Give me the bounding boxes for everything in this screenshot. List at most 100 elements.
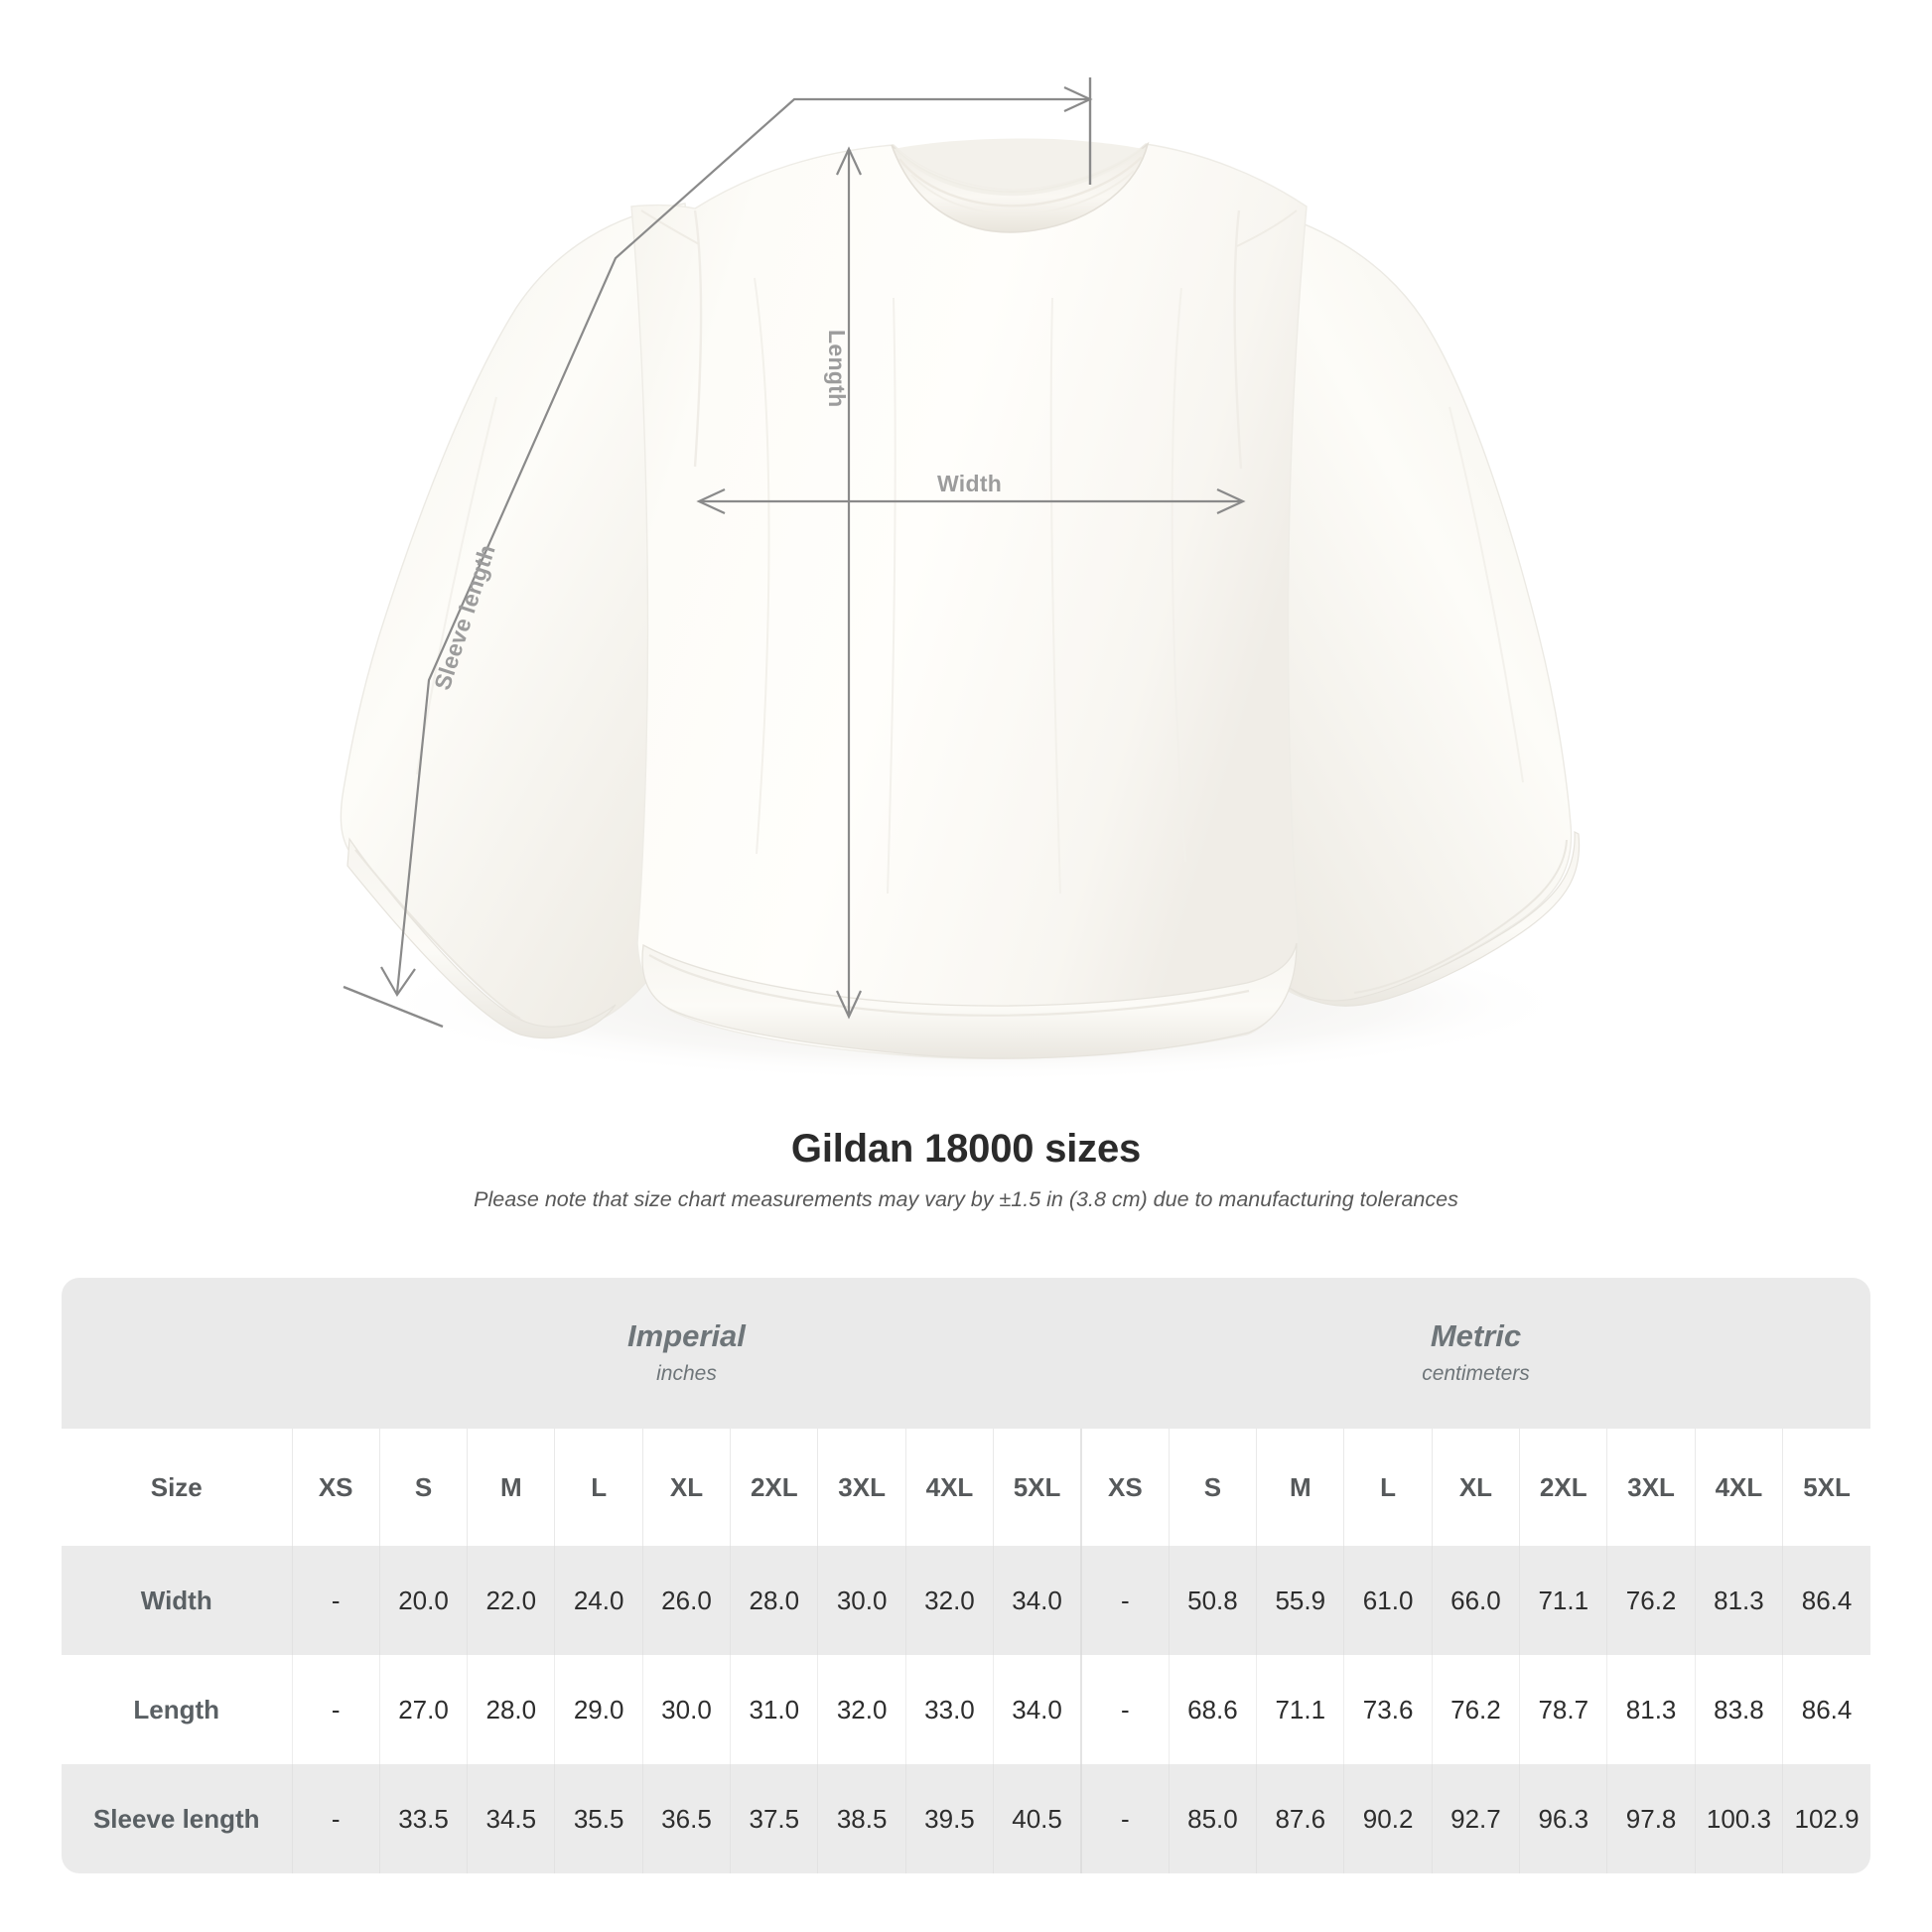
cell-sleeve-length-L-in: 35.5 (554, 1764, 643, 1873)
hem (641, 942, 1298, 1059)
cell-length-M-in: 28.0 (467, 1655, 555, 1764)
width-arrow-head-right (1216, 488, 1246, 514)
cell-length-4XL-cm: 83.8 (1694, 1655, 1783, 1764)
row-label-sleeve-length: Sleeve length (62, 1764, 292, 1873)
size-header-5xl-imperial: 5XL (993, 1429, 1081, 1546)
table-row: Width -20.0 22.0 24.0 26.0 28.0 30.0 32.0 34.0-5… (62, 1546, 1870, 1655)
cell-sleeve-length-3XL-cm: 97.8 (1606, 1764, 1696, 1873)
size-header-l-imperial: L (554, 1429, 643, 1546)
unit-metric-sub: centimeters (1422, 1362, 1530, 1386)
unit-header-row: Imperial inches Metric centimeters (62, 1278, 1870, 1429)
size-header-4xl-metric: 4XL (1694, 1429, 1783, 1546)
sleeve-measure-line (395, 97, 1088, 994)
cell-length-5XL-in: 34.0 (993, 1655, 1081, 1764)
row-label-width: Width (62, 1546, 292, 1655)
size-header-2xl-imperial: 2XL (730, 1429, 818, 1546)
cell-width-2XL-in: 28.0 (730, 1546, 818, 1655)
cell-length-S-cm: 68.6 (1168, 1655, 1257, 1764)
size-header-xs-metric: XS (1079, 1429, 1170, 1546)
cell-length-XS-cm: - (1079, 1655, 1170, 1764)
unit-imperial-name: Imperial (627, 1317, 746, 1353)
cell-sleeve-length-5XL-in: 40.5 (993, 1764, 1081, 1873)
cell-width-4XL-cm: 81.3 (1694, 1546, 1783, 1655)
unit-metric-cell: Metric centimeters (1080, 1278, 1870, 1429)
cell-sleeve-length-3XL-in: 38.5 (817, 1764, 906, 1873)
garment-body (630, 143, 1308, 1059)
cell-sleeve-length-S-in: 33.5 (378, 1764, 468, 1873)
cell-width-3XL-in: 30.0 (817, 1546, 906, 1655)
page-title: Gildan 18000 sizes (790, 1127, 1142, 1171)
title-block: Gildan 18000 sizes Please note that size… (0, 1127, 1932, 1212)
cell-width-2XL-cm: 71.1 (1519, 1546, 1607, 1655)
cell-length-L-cm: 73.6 (1343, 1655, 1433, 1764)
cell-length-S-in: 27.0 (378, 1655, 468, 1764)
size-header-xs-imperial: XS (291, 1429, 380, 1546)
unit-metric-name: Metric (1430, 1317, 1522, 1353)
cell-length-XL-cm: 76.2 (1431, 1655, 1520, 1764)
cell-sleeve-length-4XL-in: 39.5 (904, 1764, 994, 1873)
cell-length-XS-in: - (291, 1655, 380, 1764)
cell-width-4XL-in: 32.0 (904, 1546, 994, 1655)
cell-sleeve-length-L-cm: 90.2 (1343, 1764, 1433, 1873)
cell-sleeve-length-S-cm: 85.0 (1168, 1764, 1257, 1873)
cell-width-5XL-in: 34.0 (993, 1546, 1081, 1655)
cell-length-4XL-in: 33.0 (904, 1655, 994, 1764)
cell-sleeve-length-5XL-cm: 102.9 (1782, 1764, 1870, 1873)
size-table: Imperial inches Metric centimeters Size … (62, 1278, 1870, 1873)
table-row: Sleeve length - 33.5 34.5 35.5 36.5 37.5 38.5 39… (62, 1764, 1870, 1873)
size-header-m-metric: M (1256, 1429, 1344, 1546)
cell-length-M-cm: 71.1 (1256, 1655, 1344, 1764)
tolerance-note: Please note that size chart measurements… (474, 1187, 1458, 1211)
cell-length-XL-in: 30.0 (641, 1655, 731, 1764)
cell-length-3XL-in: 32.0 (817, 1655, 906, 1764)
cell-width-XS-in: - (291, 1546, 380, 1655)
length-arrow-head-bottom (836, 990, 862, 1020)
size-corner-label: Size (62, 1429, 292, 1546)
unit-imperial-cell: Imperial inches (292, 1278, 1081, 1429)
cell-width-XL-in: 26.0 (641, 1546, 731, 1655)
size-header-3xl-metric: 3XL (1606, 1429, 1696, 1546)
cell-length-2XL-in: 31.0 (730, 1655, 818, 1764)
sleeve-tick-bottom (343, 985, 444, 1029)
length-label: Length (824, 330, 850, 408)
cell-length-2XL-cm: 78.7 (1519, 1655, 1607, 1764)
size-header-l-metric: L (1343, 1429, 1433, 1546)
cell-width-L-in: 24.0 (554, 1546, 643, 1655)
length-arrow-head-top (836, 146, 862, 176)
size-header-s-imperial: S (378, 1429, 468, 1546)
size-header-4xl-imperial: 4XL (904, 1429, 994, 1546)
size-header-xl-metric: XL (1431, 1429, 1520, 1546)
cell-width-XS-cm: - (1079, 1546, 1170, 1655)
unit-imperial-sub: inches (656, 1362, 717, 1386)
size-table-wrapper: Imperial inches Metric centimeters Size … (62, 1278, 1870, 1873)
garment-diagram: Length Width Sleeve length (340, 77, 1581, 1082)
cell-width-5XL-cm: 86.4 (1782, 1546, 1870, 1655)
cell-width-3XL-cm: 76.2 (1606, 1546, 1696, 1655)
cell-sleeve-length-M-in: 34.5 (467, 1764, 555, 1873)
cell-sleeve-length-XS-cm: - (1079, 1764, 1170, 1873)
cell-width-S-in: 20.0 (378, 1546, 468, 1655)
size-header-5xl-metric: 5XL (1782, 1429, 1870, 1546)
cell-width-S-cm: 50.8 (1168, 1546, 1257, 1655)
size-header-row: Size XS S M L XL 2XL 3XL 4XL 5XL XS S M L XL 2XL 3XL 4XL… (62, 1429, 1870, 1546)
cell-length-3XL-cm: 81.3 (1606, 1655, 1696, 1764)
cell-sleeve-length-XL-in: 36.5 (641, 1764, 731, 1873)
cell-sleeve-length-4XL-cm: 100.3 (1694, 1764, 1783, 1873)
size-header-s-metric: S (1168, 1429, 1257, 1546)
size-header-xl-imperial: XL (641, 1429, 731, 1546)
table-row: Length -27.0 28.0 29.0 30.0 31.0 32.0 33.0 34.0-… (62, 1655, 1870, 1764)
cell-width-L-cm: 61.0 (1343, 1546, 1433, 1655)
cell-width-M-in: 22.0 (467, 1546, 555, 1655)
cell-width-XL-cm: 66.0 (1431, 1546, 1520, 1655)
row-label-length: Length (62, 1655, 292, 1764)
cell-sleeve-length-2XL-in: 37.5 (730, 1764, 818, 1873)
cell-sleeve-length-XL-cm: 92.7 (1431, 1764, 1520, 1873)
width-label: Width (937, 471, 1003, 496)
cell-length-5XL-cm: 86.4 (1782, 1655, 1870, 1764)
size-header-2xl-metric: 2XL (1519, 1429, 1607, 1546)
width-arrow-head-left (696, 488, 726, 514)
left-cuff (346, 837, 617, 1038)
cell-sleeve-length-M-cm: 87.6 (1256, 1764, 1344, 1873)
size-header-m-imperial: M (467, 1429, 555, 1546)
